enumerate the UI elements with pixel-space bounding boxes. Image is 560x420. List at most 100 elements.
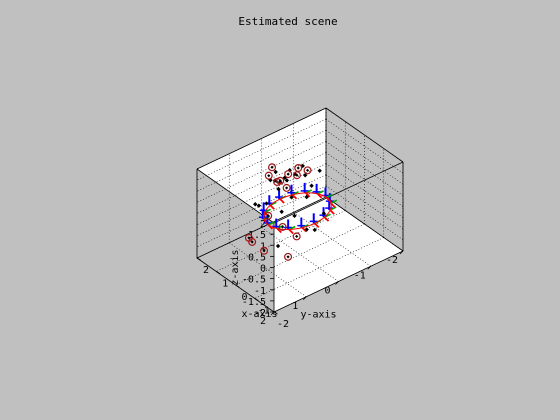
x-tick-mark	[196, 257, 201, 261]
scene-point-circled	[264, 171, 273, 180]
y-tick-label: -2	[386, 255, 398, 266]
scene-point	[253, 202, 258, 207]
x-tick-mark	[254, 298, 259, 301]
scene-point-circled	[278, 222, 287, 231]
point-center	[247, 236, 251, 240]
camera-x-axis	[291, 194, 298, 200]
x-tick-label: -2	[277, 319, 289, 330]
z-tick-label: -2	[254, 308, 266, 319]
y-tick-label: -1	[354, 270, 366, 281]
scene-point-circled	[292, 232, 301, 241]
scene-point-circled	[282, 183, 291, 192]
scene-point	[304, 227, 309, 232]
y-tick-mark	[335, 281, 339, 285]
z-tick-label: 2	[260, 219, 266, 230]
camera-x-axis	[288, 228, 294, 235]
z-tick-label: 0	[260, 264, 266, 275]
x-axis-label: x-axis	[241, 309, 277, 320]
point-circle	[282, 183, 291, 192]
box-edge	[196, 196, 327, 259]
scene-point	[284, 178, 290, 183]
point-center	[267, 174, 271, 178]
scene-point-circled	[264, 211, 273, 220]
grid-line	[325, 118, 404, 174]
scene-point-circled	[260, 246, 269, 255]
point-circle	[248, 237, 257, 246]
axes-background	[197, 108, 403, 312]
point-center	[286, 255, 290, 259]
chart-title: Estimated scene	[238, 15, 337, 28]
scene-point-circled	[284, 252, 293, 261]
point-center	[286, 172, 290, 176]
camera-x-axis	[323, 216, 330, 222]
point-center	[296, 166, 300, 170]
scene-point-circled	[303, 166, 312, 175]
camera-x-axis	[276, 227, 282, 234]
grid-line	[325, 185, 404, 241]
point-circle	[264, 211, 273, 220]
point-center	[266, 214, 270, 218]
camera-trajectory	[263, 192, 332, 231]
camera-frame	[325, 200, 337, 215]
z-tick-label: 1.5	[248, 230, 266, 241]
grid-line	[325, 141, 404, 196]
camera-y-axis	[329, 206, 337, 211]
point-center	[250, 240, 254, 244]
y-tick-mark	[302, 296, 307, 301]
y-tick-label: 2	[260, 316, 266, 327]
z-tick-label: -1	[254, 286, 266, 297]
camera-frame	[287, 184, 299, 200]
grid-line	[325, 152, 404, 207]
z-tick-label: 1	[260, 241, 266, 252]
camera-x-axis	[269, 204, 275, 210]
camera-x-axis	[301, 227, 307, 233]
x-tick-label: 0	[241, 292, 247, 303]
camera-x-axis	[314, 222, 320, 228]
box-edge	[196, 107, 327, 170]
grid-line	[325, 174, 404, 229]
box-edge	[273, 161, 404, 224]
grid-line	[229, 242, 307, 297]
x-tick-mark	[216, 271, 220, 274]
y-tick-mark	[399, 250, 404, 255]
point-center	[285, 186, 289, 190]
scene-point	[256, 203, 262, 208]
camera-x-axis	[329, 209, 335, 215]
camera-y-axis	[264, 208, 272, 214]
camera-y-axis	[326, 193, 333, 199]
camera-x-axis	[330, 202, 336, 208]
scene-point	[304, 194, 309, 200]
z-tick-label: -0.5	[242, 275, 266, 286]
point-circle	[276, 176, 285, 185]
z-tick-label: 0.5	[248, 252, 266, 263]
scene-point-circled	[284, 170, 293, 179]
point-center	[295, 173, 299, 177]
axes-face	[197, 108, 403, 312]
scene-point	[309, 183, 314, 188]
scene-point	[273, 169, 278, 175]
scene-point	[317, 168, 322, 173]
x-tick-label: 1	[222, 279, 228, 290]
camera-x-axis	[305, 192, 311, 198]
scene-point-circled	[292, 171, 301, 180]
point-circle	[284, 252, 293, 261]
point-center	[305, 168, 310, 172]
point-circle	[278, 222, 287, 231]
scene-point	[312, 227, 317, 233]
scene-point	[321, 211, 327, 216]
scene-point	[275, 243, 281, 249]
point-center	[295, 234, 299, 238]
x-tick-label: -1	[258, 306, 270, 317]
scene-point	[302, 173, 308, 178]
y-tick-mark	[367, 265, 372, 270]
point-center	[270, 165, 274, 169]
x-tick-mark	[235, 284, 240, 288]
x-tick-mark	[273, 311, 278, 315]
point-circle	[284, 170, 293, 179]
z-tick-label: -1.5	[242, 297, 266, 308]
box-edge	[325, 196, 404, 252]
camera-y-axis	[268, 221, 275, 226]
camera-y-axis	[317, 190, 324, 195]
scene-point	[289, 195, 294, 200]
